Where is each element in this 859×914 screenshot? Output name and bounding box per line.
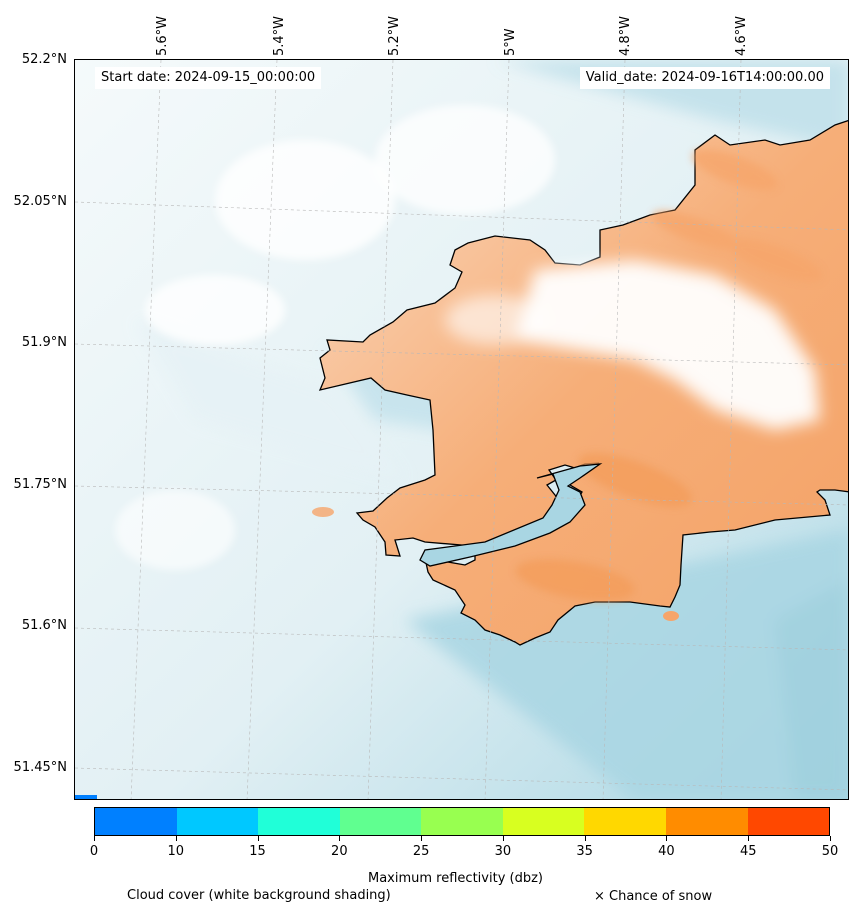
snow-legend: × Chance of snow	[594, 889, 713, 904]
colorbar-segment	[502, 808, 585, 835]
lat-label-52.05n: 52.05°N	[13, 194, 67, 209]
colorbar-tick	[94, 836, 95, 841]
graticule	[75, 60, 848, 799]
colorbar-tick	[421, 836, 423, 841]
reflectivity-stripes	[515, 149, 823, 601]
island-caldey	[663, 611, 679, 621]
lon-label-5.2w: 5.2°W	[387, 15, 402, 56]
colorbar-tick	[584, 836, 586, 841]
colorbar-tick-label: 25	[412, 844, 430, 859]
white-cloud-patches	[115, 105, 555, 570]
lon-label-4.6w: 4.6°W	[734, 15, 749, 56]
start-date-label: Start date: 2024-09-15_00:00:00	[95, 67, 322, 89]
lat-label-51.75n: 51.75°N	[13, 477, 67, 492]
lat-label-52.2n: 52.2°N	[21, 52, 67, 67]
land-cloud-white	[445, 260, 820, 430]
colorbar-tick	[666, 836, 668, 841]
lon-label-5.4w: 5.4°W	[272, 15, 287, 56]
colorbar-label: Maximum reflectivity (dbz)	[368, 871, 543, 886]
colorbar	[94, 807, 830, 836]
colorbar-tick-label: 20	[331, 844, 348, 859]
colorbar-tick	[175, 836, 177, 841]
colorbar-segment	[258, 808, 340, 835]
colorbar-tick-label: 10	[167, 844, 185, 859]
colorbar-segment	[747, 808, 830, 835]
colorbar-tick	[748, 836, 750, 841]
colorbar-tick-label: 40	[658, 844, 675, 859]
map-frame[interactable]	[74, 59, 849, 800]
map-canvas	[75, 60, 848, 799]
colorbar-tick-label: 45	[739, 844, 757, 859]
island-skomer	[312, 507, 334, 517]
lon-label-5w: 5°W	[503, 28, 518, 56]
lon-label-4.8w: 4.8°W	[618, 15, 633, 56]
valid-date-label: Valid_date: 2024-09-16T14:00:00.00	[579, 67, 830, 89]
colorbar-tick-label: 15	[249, 844, 266, 859]
colorbar-tick	[830, 836, 831, 841]
colorbar-segment	[584, 808, 666, 835]
colorbar-tick	[502, 836, 504, 841]
colorbar-tick-label: 50	[821, 844, 839, 859]
lon-label-5.6w: 5.6°W	[155, 15, 170, 56]
colorbar-tick	[339, 836, 341, 841]
lat-label-51.6n: 51.6°N	[21, 618, 67, 633]
colorbar-tick-label: 0	[89, 844, 99, 859]
colorbar-segment	[421, 808, 503, 835]
colorbar-segment	[95, 808, 177, 835]
lat-label-51.45n: 51.45°N	[13, 760, 67, 775]
colorbar-segment	[176, 808, 259, 835]
reflectivity-speck	[75, 795, 97, 799]
colorbar-tick-label: 35	[576, 844, 593, 859]
estuary-inlet	[419, 463, 603, 567]
colorbar-segment	[665, 808, 748, 835]
colorbar-tick	[257, 836, 259, 841]
colorbar-tick-label: 30	[494, 844, 512, 859]
colorbar-segment	[339, 808, 422, 835]
lat-label-51.9n: 51.9°N	[21, 335, 67, 350]
cloud-cover-legend: Cloud cover (white background shading)	[127, 888, 391, 903]
